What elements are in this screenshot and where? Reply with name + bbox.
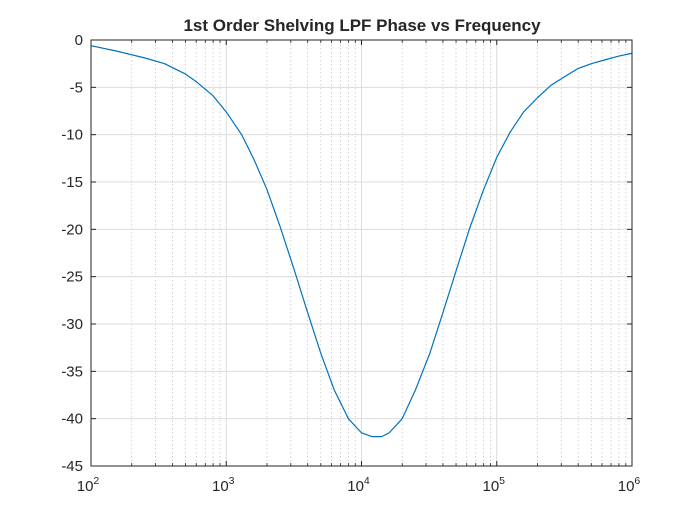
x-tick-labels: 102 103 104 105 106 [77, 475, 641, 495]
y-tick-label: 0 [75, 32, 83, 49]
plot-axes: 0 -5 -10 -15 -20 -25 -30 -35 -40 -45 102 103 104 105… [61, 32, 640, 495]
y-tick-label: -45 [61, 458, 83, 475]
x-tick-exponent: 5 [499, 475, 505, 487]
y-tick-label: -35 [61, 363, 83, 380]
x-tick-exponent: 2 [93, 475, 99, 487]
tick-marks [90, 39, 633, 467]
y-tick-label: -25 [61, 269, 83, 286]
y-tick-label: -40 [61, 411, 83, 428]
x-tick-exponent: 6 [634, 475, 640, 487]
series-layer [90, 45, 633, 438]
y-tick-label: -15 [61, 174, 83, 191]
x-tick-exponent: 4 [364, 475, 370, 487]
y-tick-label: -5 [70, 79, 83, 96]
chart-title: 1st Order Shelving LPF Phase vs Frequenc… [183, 16, 541, 35]
y-tick-label: -20 [61, 221, 83, 238]
phase-series-line [90, 45, 633, 438]
y-tick-label: -30 [61, 316, 83, 333]
x-tick-exponent: 3 [229, 475, 235, 487]
minor-grid [131, 40, 627, 466]
y-tick-label: -10 [61, 127, 83, 144]
y-tick-labels: 0 -5 -10 -15 -20 -25 -30 -35 -40 -45 [61, 32, 83, 475]
